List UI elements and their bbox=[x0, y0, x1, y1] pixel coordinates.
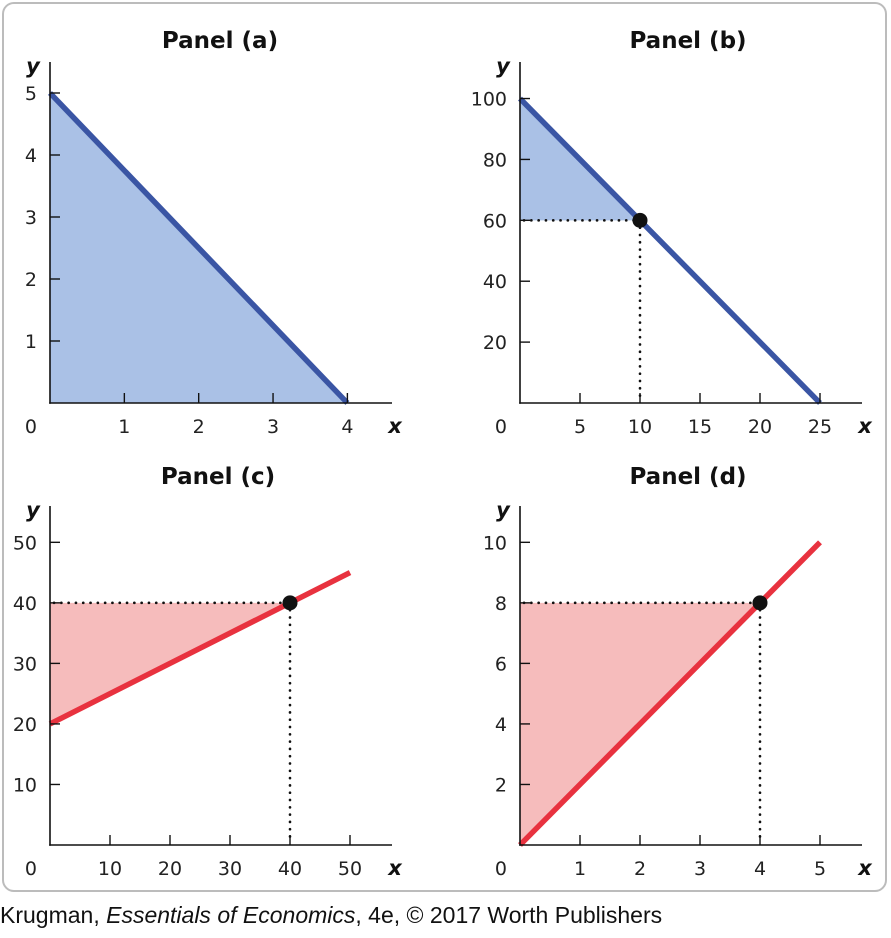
y-tick-label: 100 bbox=[471, 89, 507, 111]
series-line bbox=[48, 570, 352, 727]
y-tick-label: 5 bbox=[25, 83, 37, 105]
x-tick-label: 20 bbox=[158, 858, 182, 880]
panel-title: Panel (c) bbox=[161, 464, 275, 490]
figure-frame bbox=[2, 2, 887, 892]
x-tick-label: 20 bbox=[748, 416, 772, 438]
y-tick-label: 4 bbox=[25, 145, 37, 167]
highlight-point bbox=[632, 212, 648, 228]
x-tick-label: 3 bbox=[694, 858, 706, 880]
x-tick-label: 5 bbox=[574, 416, 586, 438]
y-axis-label: y bbox=[496, 54, 511, 78]
x-tick-label: 4 bbox=[341, 416, 353, 438]
x-tick-label: 40 bbox=[278, 858, 302, 880]
highlight-point bbox=[752, 595, 768, 611]
y-tick-label: 20 bbox=[483, 332, 507, 354]
x-tick-label: 5 bbox=[814, 858, 826, 880]
panel-title: Panel (a) bbox=[162, 28, 278, 54]
figure-credit: Krugman, Essentials of Economics, 4e, © … bbox=[0, 902, 662, 929]
y-tick-label: 80 bbox=[483, 149, 507, 171]
y-tick-label: 1 bbox=[25, 331, 37, 353]
x-tick-label: 50 bbox=[338, 858, 362, 880]
origin-label: 0 bbox=[25, 416, 37, 438]
y-tick-label: 4 bbox=[495, 714, 507, 736]
y-tick-label: 6 bbox=[495, 653, 507, 675]
series-line bbox=[48, 91, 350, 405]
origin-label: 0 bbox=[495, 858, 507, 880]
y-tick-label: 30 bbox=[13, 653, 37, 675]
x-axis-label: x bbox=[857, 856, 873, 880]
series-line bbox=[518, 540, 822, 847]
y-axis-label: y bbox=[26, 498, 41, 522]
series-line bbox=[518, 96, 822, 405]
x-tick-label: 1 bbox=[118, 416, 130, 438]
credit-book-title: Essentials of Economics bbox=[106, 902, 356, 928]
x-axis-label: x bbox=[387, 414, 403, 438]
x-tick-label: 15 bbox=[688, 416, 712, 438]
y-tick-label: 40 bbox=[13, 593, 37, 615]
credit-edition-copyright: , 4e, © 2017 Worth Publishers bbox=[355, 902, 663, 928]
y-tick-label: 8 bbox=[495, 593, 507, 615]
x-tick-label: 4 bbox=[754, 858, 766, 880]
panel-title: Panel (b) bbox=[629, 28, 746, 54]
y-tick-label: 10 bbox=[483, 532, 507, 554]
y-axis-label: y bbox=[496, 498, 511, 522]
y-tick-label: 2 bbox=[495, 774, 507, 796]
x-tick-label: 10 bbox=[98, 858, 122, 880]
y-tick-label: 60 bbox=[483, 210, 507, 232]
y-tick-label: 2 bbox=[25, 269, 37, 291]
origin-label: 0 bbox=[25, 858, 37, 880]
panel-title: Panel (d) bbox=[629, 464, 746, 490]
chart-panel: 10 20 30 40 50 10 20 30 40 50 0 x y Panel (c) bbox=[13, 464, 403, 880]
chart-panel: 1 2 3 4 1 2 3 4 5 0 x y Panel (a) bbox=[25, 28, 403, 438]
x-tick-label: 30 bbox=[218, 858, 242, 880]
x-tick-label: 1 bbox=[574, 858, 586, 880]
x-axis-label: x bbox=[857, 414, 873, 438]
x-tick-label: 2 bbox=[634, 858, 646, 880]
chart-panel: 1 2 3 4 5 2 4 6 8 10 0 x y Panel (d) bbox=[483, 464, 873, 880]
x-tick-label: 3 bbox=[267, 416, 279, 438]
y-tick-label: 10 bbox=[13, 774, 37, 796]
x-tick-label: 25 bbox=[808, 416, 832, 438]
x-tick-label: 2 bbox=[193, 416, 205, 438]
origin-label: 0 bbox=[495, 416, 507, 438]
y-axis-label: y bbox=[26, 54, 41, 78]
y-tick-label: 3 bbox=[25, 207, 37, 229]
highlight-point bbox=[282, 595, 298, 611]
y-tick-label: 40 bbox=[483, 271, 507, 293]
y-tick-label: 20 bbox=[13, 714, 37, 736]
chart-panel: 5 10 15 20 25 20 40 60 80 100 0 x y Panel (b) bbox=[471, 28, 873, 438]
x-tick-label: 10 bbox=[628, 416, 652, 438]
x-axis-label: x bbox=[387, 856, 403, 880]
y-tick-label: 50 bbox=[13, 532, 37, 554]
credit-author: Krugman, bbox=[0, 902, 100, 928]
